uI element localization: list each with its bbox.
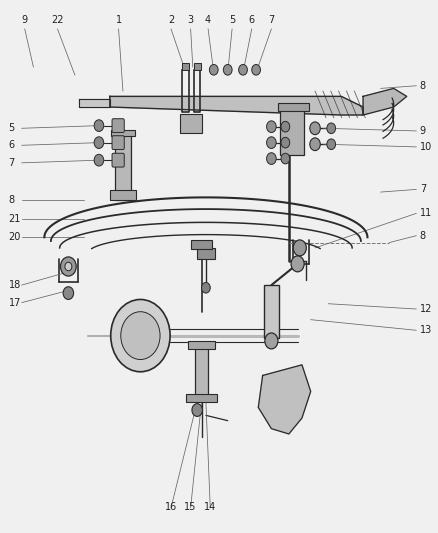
Circle shape [111,300,170,372]
FancyBboxPatch shape [112,154,124,167]
Polygon shape [363,88,407,115]
Bar [115,131,131,200]
Text: 16: 16 [165,502,177,512]
Circle shape [281,122,290,132]
Circle shape [281,138,290,148]
Circle shape [252,64,261,75]
Bar [264,285,279,338]
Polygon shape [110,96,363,115]
Text: 7: 7 [268,14,275,25]
Circle shape [94,155,104,166]
FancyBboxPatch shape [112,136,124,150]
Text: 14: 14 [204,502,216,512]
Polygon shape [258,365,311,434]
Circle shape [281,154,290,164]
Circle shape [267,121,276,133]
Bar [182,63,189,70]
Circle shape [267,137,276,149]
Circle shape [291,256,304,272]
Bar [280,110,304,155]
Text: 1: 1 [116,14,122,25]
Bar [111,130,135,136]
Text: 17: 17 [9,297,21,308]
Circle shape [327,139,336,150]
Circle shape [239,64,247,75]
Bar [278,103,308,111]
Text: 6: 6 [9,140,15,150]
Circle shape [209,64,218,75]
Text: 4: 4 [205,14,211,25]
Text: 5: 5 [9,123,15,133]
Text: 10: 10 [420,142,432,152]
Text: 18: 18 [9,280,21,290]
Circle shape [310,138,320,151]
Bar [195,346,208,399]
Text: 7: 7 [9,158,15,168]
Text: 2: 2 [168,14,174,25]
Text: 20: 20 [9,232,21,243]
Circle shape [267,153,276,165]
Text: 3: 3 [187,14,194,25]
Text: 21: 21 [9,214,21,224]
Text: 22: 22 [51,14,64,25]
Circle shape [94,137,104,149]
Bar [197,248,215,259]
Circle shape [60,257,76,276]
Text: 9: 9 [21,14,28,25]
Circle shape [65,262,72,271]
Circle shape [94,120,104,132]
Circle shape [223,64,232,75]
Polygon shape [79,99,110,107]
Circle shape [63,287,74,300]
Bar [191,240,212,249]
Bar [110,190,136,200]
Text: 8: 8 [9,195,15,205]
Circle shape [310,122,320,135]
Circle shape [327,123,336,134]
Bar [180,114,201,133]
Circle shape [201,282,210,293]
Circle shape [121,312,160,360]
Bar [194,63,201,70]
Bar [186,394,217,402]
Text: 13: 13 [420,325,432,335]
Text: 9: 9 [420,126,426,136]
FancyBboxPatch shape [112,119,124,133]
Text: 7: 7 [420,184,426,195]
Text: 11: 11 [420,208,432,219]
Circle shape [265,333,278,349]
Text: 5: 5 [229,14,235,25]
Text: 12: 12 [420,304,432,314]
Bar [188,342,215,349]
Text: 8: 8 [420,81,426,91]
Text: 6: 6 [249,14,255,25]
Circle shape [192,403,202,416]
Text: 15: 15 [184,502,197,512]
Circle shape [293,240,306,256]
Text: 8: 8 [420,231,426,241]
